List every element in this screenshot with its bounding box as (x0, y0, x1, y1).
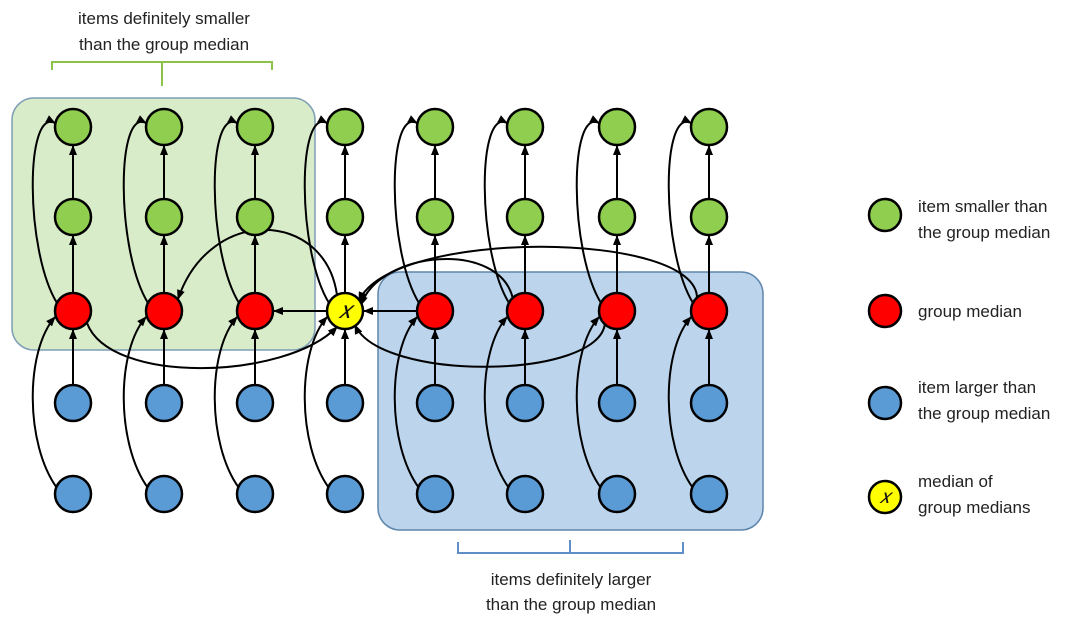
node-smaller-row1-col5 (415, 107, 455, 147)
node-smaller-row1-col7 (597, 107, 637, 147)
node-larger-row4-col4 (325, 383, 365, 423)
brace-larger (457, 540, 684, 554)
legend-swatch-larger (867, 385, 903, 421)
arrow-arc-bottom-to-median-3 (213, 316, 240, 489)
node-larger-row5-col1 (53, 474, 93, 514)
arrow-median-7-to-pivot (354, 322, 606, 368)
node-smaller-row1-col2 (144, 107, 184, 147)
arrow-arc-median-to-top-2 (122, 115, 149, 304)
legend: item smaller than the group median group… (867, 197, 1050, 517)
node-larger-row4-col7 (597, 383, 637, 423)
arrow-arc-median-to-top-1 (31, 115, 58, 304)
node-median-row3-col8 (689, 291, 729, 331)
node-smaller-row1-col8 (689, 107, 729, 147)
legend-pivot-line1: median of (918, 472, 993, 491)
arrow-median-6-to-pivot (360, 258, 514, 306)
smaller-region-label-line2: than the group median (79, 35, 249, 54)
arrow-arc-bottom-to-median-6 (483, 316, 510, 489)
node-smaller-row2-col4 (325, 197, 365, 237)
arrow-arc-median-to-top-4 (303, 115, 330, 304)
legend-smaller-line1: item smaller than (918, 197, 1047, 216)
node-larger-row4-col8 (689, 383, 729, 423)
arrow-arc-bottom-to-median-8 (667, 316, 694, 489)
pivot-node (325, 291, 365, 331)
node-larger-row4-col2 (144, 383, 184, 423)
legend-pivot-symbol: 𝑥 (879, 486, 893, 508)
node-larger-row5-col3 (235, 474, 275, 514)
node-median-row3-col2 (144, 291, 184, 331)
region-definitely-larger (377, 271, 764, 531)
legend-median-line1: group median (918, 302, 1022, 321)
node-larger-row5-col8 (689, 474, 729, 514)
larger-region-label-line1: items definitely larger (491, 570, 652, 589)
node-smaller-row1-col6 (505, 107, 545, 147)
node-median-row3-col7 (597, 291, 637, 331)
legend-smaller-line2: the group median (918, 223, 1050, 242)
node-smaller-row2-col5 (415, 197, 455, 237)
node-median-row3-col3 (235, 291, 275, 331)
legend-swatch-pivot (867, 479, 903, 515)
arrow-median-8-to-pivot (358, 245, 699, 302)
node-median-row3-col6 (505, 291, 545, 331)
node-smaller-row2-col7 (597, 197, 637, 237)
node-larger-row5-col5 (415, 474, 455, 514)
legend-larger-line2: the group median (918, 404, 1050, 423)
node-smaller-row2-col2 (144, 197, 184, 237)
larger-region-label-line2: than the group median (486, 595, 656, 614)
node-larger-row4-col6 (505, 383, 545, 423)
arrow-arc-median-to-top-7 (575, 115, 602, 304)
arrow-arc-bottom-to-median-2 (122, 316, 149, 489)
node-smaller-row2-col1 (53, 197, 93, 237)
arrow-arc-bottom-to-median-5 (393, 316, 420, 489)
arrow-layer (31, 115, 713, 489)
node-grid: 𝑥 (53, 107, 729, 514)
legend-swatch-median (867, 293, 903, 329)
node-larger-row4-col3 (235, 383, 275, 423)
legend-pivot-line2: group medians (918, 498, 1030, 517)
smaller-region-label-line1: items definitely smaller (78, 9, 250, 28)
node-smaller-row1-col3 (235, 107, 275, 147)
node-median-row3-col5 (415, 291, 455, 331)
legend-larger-line1: item larger than (918, 378, 1036, 397)
arrow-arc-median-to-top-5 (393, 115, 420, 304)
node-larger-row4-col1 (53, 383, 93, 423)
arrow-arc-median-to-top-8 (667, 115, 694, 304)
arrow-arc-bottom-to-median-1 (31, 316, 58, 489)
legend-swatch-smaller (867, 197, 903, 233)
arrow-arc-bottom-to-median-7 (575, 316, 602, 489)
node-larger-row5-col7 (597, 474, 637, 514)
brace-smaller (51, 61, 273, 86)
arrow-arc-bottom-to-median-4 (303, 316, 330, 489)
node-smaller-row1-col4 (325, 107, 365, 147)
node-smaller-row1-col1 (53, 107, 93, 147)
node-larger-row5-col2 (144, 474, 184, 514)
node-smaller-row2-col6 (505, 197, 545, 237)
node-larger-row4-col5 (415, 383, 455, 423)
pivot-symbol: 𝑥 (338, 298, 355, 324)
node-smaller-row2-col8 (689, 197, 729, 237)
arrow-arc-median-to-top-3 (213, 115, 240, 304)
node-larger-row5-col4 (325, 474, 365, 514)
arrow-median-1-to-pivot (86, 322, 338, 370)
node-smaller-row2-col3 (235, 197, 275, 237)
node-median-row3-col1 (53, 291, 93, 331)
node-larger-row5-col6 (505, 474, 545, 514)
arrow-arc-median-to-top-6 (483, 115, 510, 304)
